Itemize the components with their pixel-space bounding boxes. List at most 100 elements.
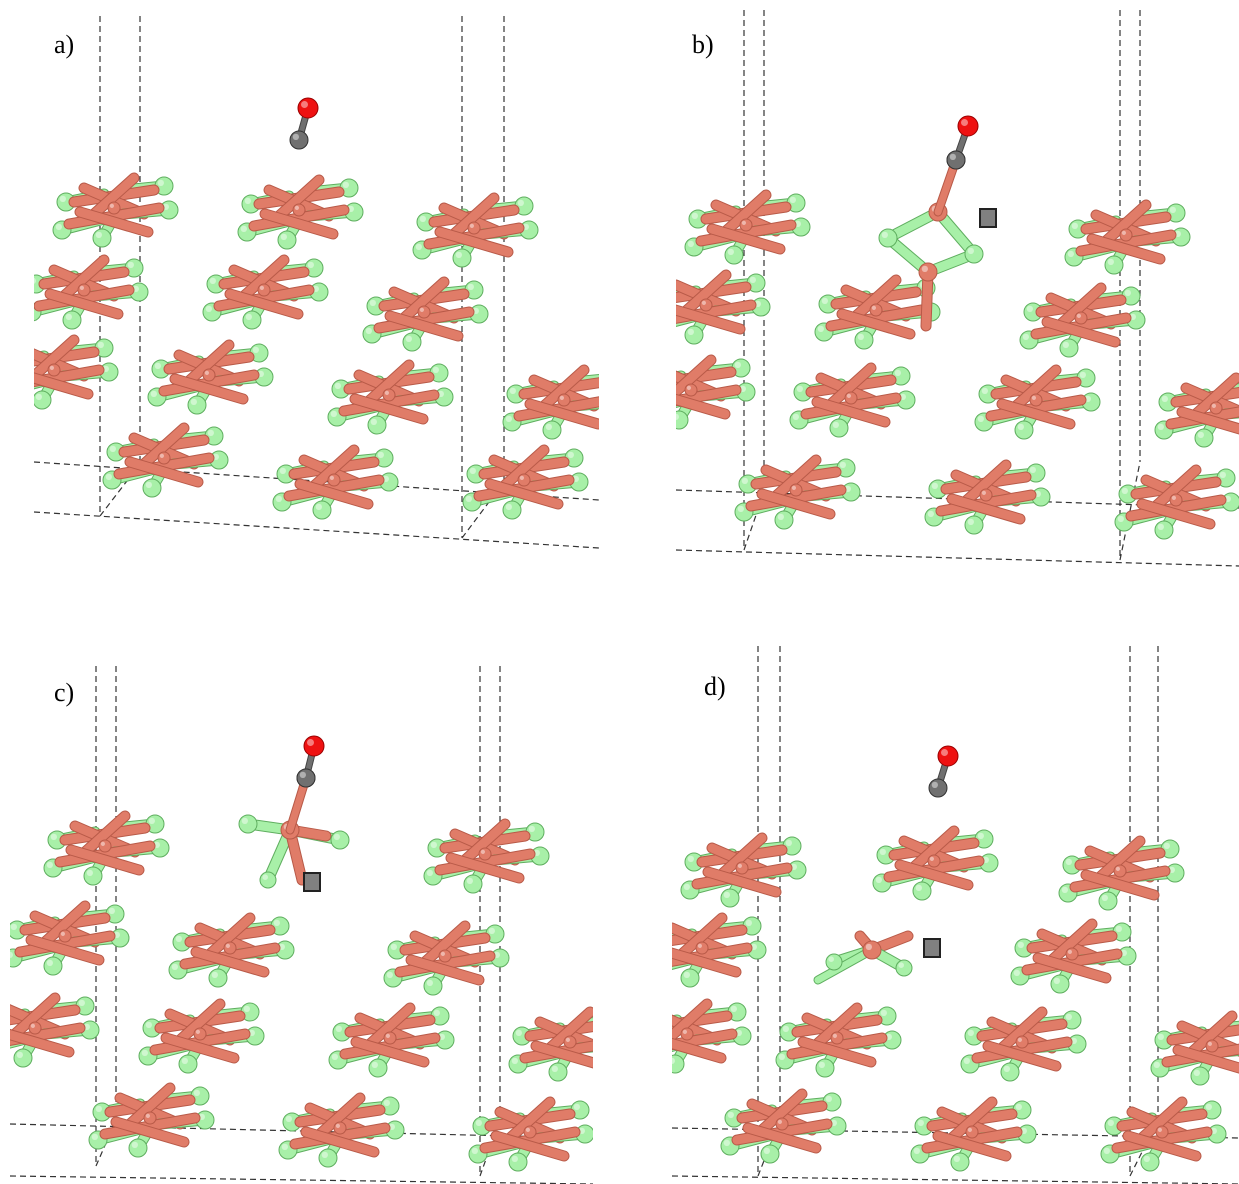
ligand-atom-highlight xyxy=(78,999,85,1006)
ligand-atom xyxy=(452,248,472,268)
metal-atom-highlight xyxy=(195,1029,200,1034)
metal-bond xyxy=(374,307,474,333)
ligand-atom-highlight xyxy=(1065,1013,1072,1020)
metal-atom xyxy=(383,1031,397,1045)
metal-bond xyxy=(1047,919,1097,965)
metal-bond xyxy=(460,819,510,865)
metal-bond xyxy=(717,833,767,879)
ligand-atom-highlight xyxy=(1067,250,1074,257)
metal-atom-highlight xyxy=(259,285,264,290)
ligand-atom-highlight xyxy=(279,467,286,474)
metal-bond xyxy=(10,1023,85,1046)
metal-bond xyxy=(986,395,1086,421)
ligand-atom xyxy=(774,510,794,530)
metal-bond xyxy=(170,374,248,404)
panel-a-label: a) xyxy=(54,30,75,59)
ligand-atom-highlight xyxy=(371,1061,378,1068)
panel-b-label: b) xyxy=(692,30,714,59)
metal-bond xyxy=(997,399,1075,429)
metal-bond xyxy=(351,1037,429,1067)
metal-atom xyxy=(98,839,112,853)
metal-bond xyxy=(10,1029,74,1057)
ligand-atom xyxy=(13,1048,33,1068)
ligand-atom-highlight xyxy=(127,261,134,268)
metal-atom xyxy=(478,847,492,861)
ligand-atom-highlight xyxy=(1169,206,1176,214)
metal-atom-highlight xyxy=(1031,395,1036,400)
ligand-atom xyxy=(277,230,297,250)
ligand-atom-highlight xyxy=(782,1025,789,1032)
ligand-atom-highlight xyxy=(687,240,694,248)
ligand-atom xyxy=(330,830,350,850)
metal-atom-highlight xyxy=(921,265,928,272)
ligand-atom xyxy=(964,244,984,264)
ligand-atom-highlight xyxy=(365,327,372,334)
ligand-atom-highlight xyxy=(1101,894,1108,901)
unit-cell-edge xyxy=(34,511,599,549)
metal-bond xyxy=(350,394,428,424)
ligand-atom-highlight xyxy=(10,951,13,958)
ligand-atom-highlight xyxy=(913,1147,920,1154)
ligand-atom xyxy=(1000,1062,1020,1082)
ligand-atom-highlight xyxy=(145,1021,153,1028)
metal-bond xyxy=(757,489,835,519)
metal-bond xyxy=(339,390,439,416)
oxygen-atom xyxy=(303,735,325,757)
ligand-atom-highlight xyxy=(243,1005,251,1012)
metal-atom xyxy=(1169,493,1183,507)
ligand-atom xyxy=(318,1148,338,1168)
metal-bond xyxy=(424,223,524,249)
ligand-atom xyxy=(92,228,112,248)
metal-atom-highlight xyxy=(791,485,796,490)
metal-bond xyxy=(225,289,303,319)
ligand-atom-highlight xyxy=(967,1029,974,1036)
ligand-atom xyxy=(684,325,704,345)
ligand-atom-highlight xyxy=(488,927,495,934)
metal-bond xyxy=(677,913,727,959)
ligand-atom-highlight xyxy=(386,971,393,978)
metal-bond xyxy=(34,285,134,311)
ligand-atom-highlight xyxy=(1117,515,1124,522)
metal-atom xyxy=(438,949,452,963)
ligand-atom-highlight xyxy=(511,1057,518,1064)
ligand-atom xyxy=(760,1144,780,1164)
metal-bond xyxy=(159,370,259,396)
metal-atom xyxy=(563,1035,577,1049)
ligand-atom-highlight xyxy=(281,1143,288,1150)
metal-atom-highlight xyxy=(741,220,746,225)
ligand-atom-highlight xyxy=(1026,305,1033,312)
metal-atom xyxy=(417,305,431,319)
ligand-atom-highlight xyxy=(419,215,426,223)
ligand-atom xyxy=(1050,974,1070,994)
carbon-atom-highlight xyxy=(931,781,938,788)
ligand-atom-highlight xyxy=(734,361,741,368)
ligand-atom-highlight xyxy=(505,503,512,510)
metal-atom-highlight xyxy=(145,1113,150,1118)
metal-atom-highlight xyxy=(1076,313,1081,318)
ligand-atom xyxy=(423,976,443,996)
metal-bond xyxy=(26,935,104,965)
ligand-atom-highlight xyxy=(683,883,690,890)
metal-atom-highlight xyxy=(697,943,702,948)
metal-atom-highlight xyxy=(335,1123,340,1128)
metal-atom xyxy=(157,451,171,465)
panel-d: d) xyxy=(672,636,1239,1184)
metal-atom-highlight xyxy=(100,841,105,846)
metal-atom xyxy=(739,218,753,232)
ligand-atom-highlight xyxy=(65,313,72,320)
ligand-atom-highlight xyxy=(334,382,341,389)
ligand-atom-highlight xyxy=(1017,423,1024,430)
ligand-atom-highlight xyxy=(727,1111,734,1118)
ligand-atom-highlight xyxy=(792,413,799,420)
ligand-atom-highlight xyxy=(1079,371,1086,378)
metal-bond xyxy=(485,479,563,509)
ligand-atom-highlight xyxy=(857,333,864,340)
metal-atom-highlight xyxy=(385,1033,390,1038)
metal-bond xyxy=(309,445,359,491)
metal-bond xyxy=(125,457,203,487)
ligand-atom xyxy=(242,310,262,330)
metal-bond xyxy=(420,921,470,967)
metal-bond xyxy=(531,1041,593,1068)
ligand-atom-highlight xyxy=(796,385,803,392)
ligand-atom-highlight xyxy=(240,225,248,233)
